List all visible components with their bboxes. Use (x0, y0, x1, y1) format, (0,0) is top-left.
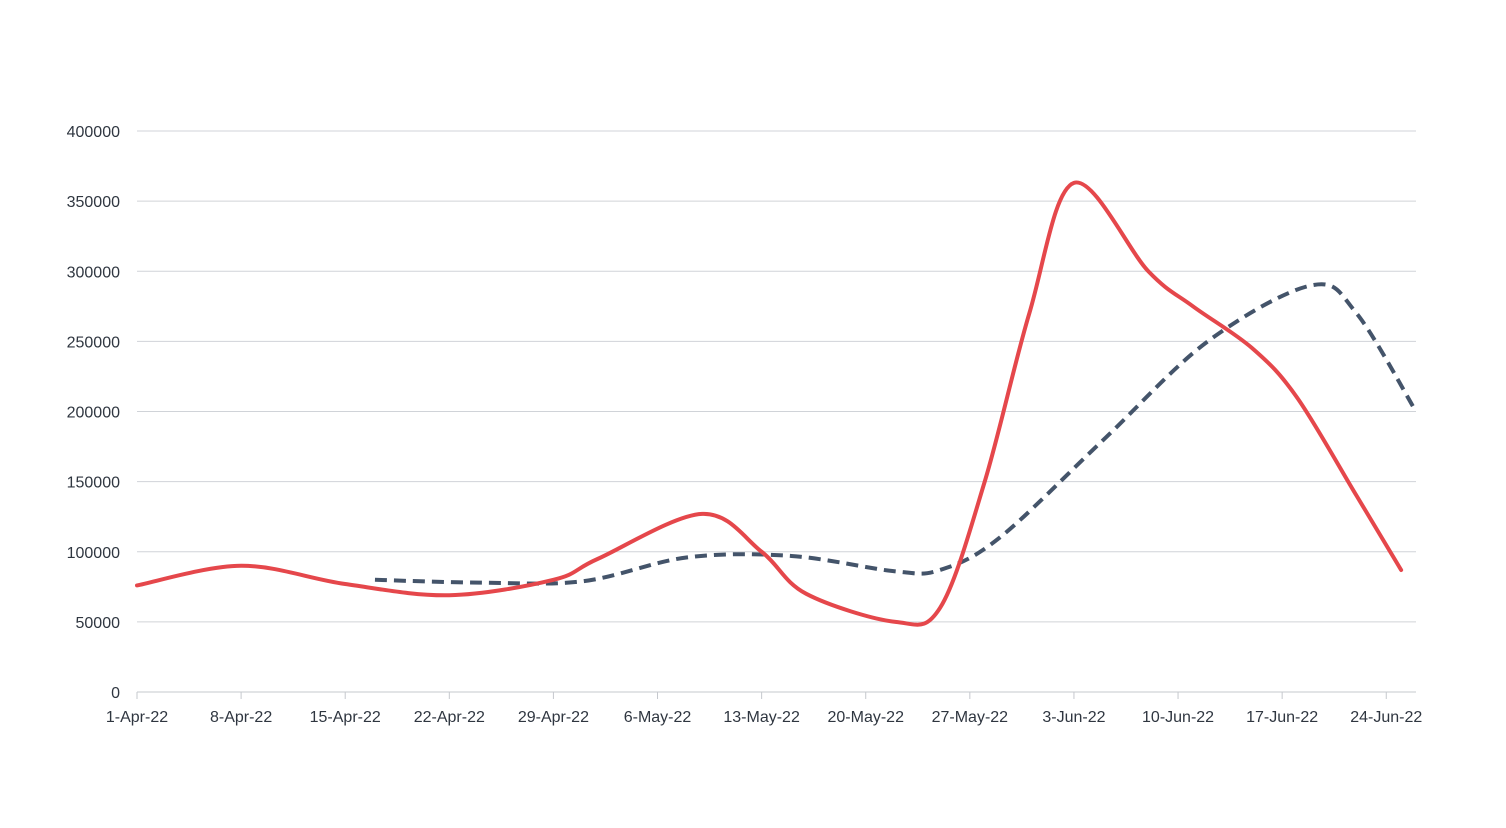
x-tick-label: 22-Apr-22 (414, 709, 485, 726)
series-line-solid (135, 180, 1404, 627)
x-tick-label: 27-May-22 (932, 709, 1009, 726)
y-axis-tick-labels: 0 50000 100000 150000 200000 250000 300000 3500… (67, 124, 120, 702)
y-tick-label: 50000 (76, 615, 121, 632)
x-tick-label: 3-Jun-22 (1042, 709, 1105, 726)
x-tick-label: 6-May-22 (624, 709, 692, 726)
y-tick-label: 350000 (67, 194, 120, 211)
y-tick-label: 300000 (67, 264, 120, 281)
x-tick-label: 15-Apr-22 (310, 709, 381, 726)
x-axis-tick-labels: 1-Apr-22 8-Apr-22 15-Apr-22 22-Apr-22 29-Apr… (106, 709, 1423, 726)
x-tick-label: 17-Jun-22 (1246, 709, 1318, 726)
y-tick-label: 200000 (67, 405, 120, 422)
y-tick-label: 100000 (67, 545, 120, 562)
x-tick-label: 13-May-22 (723, 709, 800, 726)
x-tick-label: 29-Apr-22 (518, 709, 589, 726)
y-tick-label: 250000 (67, 334, 120, 351)
y-tick-label: 150000 (67, 475, 120, 492)
y-tick-label: 0 (111, 685, 120, 702)
x-axis (136, 691, 1416, 699)
x-tick-label: 10-Jun-22 (1142, 709, 1214, 726)
series-lines (135, 180, 1418, 627)
y-tick-label: 400000 (67, 124, 120, 141)
grid-lines (137, 130, 1416, 623)
x-tick-label: 8-Apr-22 (210, 709, 272, 726)
x-tick-label: 1-Apr-22 (106, 709, 168, 726)
x-tick-label: 24-Jun-22 (1350, 709, 1422, 726)
series-line-dashed (374, 282, 1418, 586)
x-tick-label: 20-May-22 (827, 709, 904, 726)
